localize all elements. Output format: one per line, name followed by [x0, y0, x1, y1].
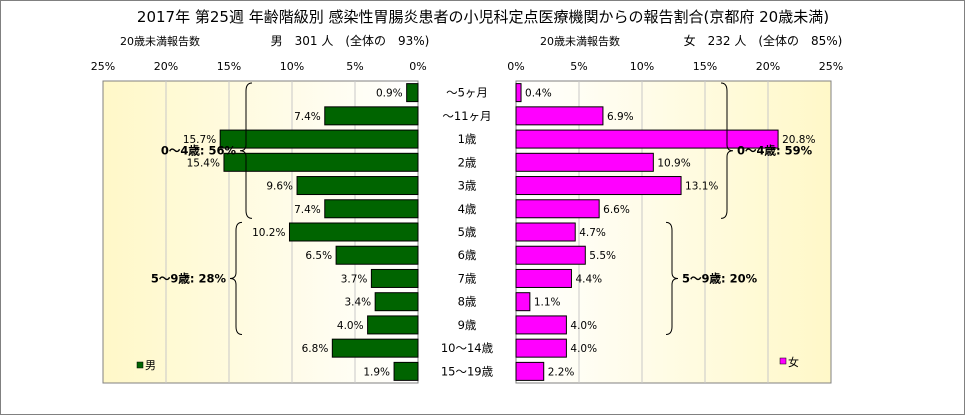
male-bar — [331, 338, 419, 358]
left-tick-label: 0% — [409, 60, 426, 73]
female-bar — [515, 268, 572, 288]
right-tick-label: 15% — [693, 60, 717, 73]
female-data-label: 4.0% — [570, 343, 597, 355]
right-tick-label: 25% — [819, 60, 843, 73]
left-tick-label: 15% — [217, 60, 241, 73]
male-bar — [335, 245, 419, 265]
female-data-label: 4.4% — [575, 273, 602, 285]
chart-title: 2017年 第25週 年齢階級別 感染性胃腸炎患者の小児科定点医療機関からの報告… — [137, 8, 829, 26]
male-data-label: 4.0% — [337, 320, 364, 332]
male-bar — [223, 152, 419, 172]
female-data-label: 5.5% — [589, 250, 616, 262]
female-bracket-0-4 — [720, 82, 734, 219]
male-bar — [324, 199, 419, 219]
female-data-label: 4.0% — [570, 320, 597, 332]
male-legend-swatch — [136, 361, 144, 369]
category-label: ～11ヶ月 — [442, 109, 491, 123]
right-header: 女 232 人 (全体の 85%) — [684, 33, 843, 48]
female-bar — [515, 245, 586, 265]
male-bar — [370, 268, 419, 288]
female-legend-label: 女 — [788, 355, 799, 369]
category-label: 10～14歳 — [441, 341, 494, 355]
male-bar — [367, 315, 419, 335]
male-data-label: 6.8% — [302, 343, 329, 355]
male-data-label: 15.7% — [183, 134, 216, 146]
left-tick-label: 5% — [346, 60, 363, 73]
female-legend-swatch — [779, 357, 787, 365]
female-bar — [515, 152, 654, 172]
left-tick-label: 25% — [91, 60, 115, 73]
female-data-label: 2.2% — [548, 366, 575, 378]
category-label: 4歳 — [458, 202, 477, 216]
male-bar — [288, 222, 419, 242]
male-bar — [296, 176, 419, 196]
female-bar — [515, 129, 779, 149]
category-label: 2歳 — [458, 155, 477, 169]
category-label: 3歳 — [458, 179, 477, 193]
female-bar — [515, 199, 600, 219]
right-subheader: 20歳未満報告数 — [540, 35, 620, 48]
category-label: 6歳 — [458, 248, 477, 262]
right-tick-label: 20% — [756, 60, 780, 73]
female-bracket-0-4-label: 0～4歳: 59% — [737, 144, 813, 158]
male-data-label: 1.9% — [363, 366, 390, 378]
category-label: ～5ヶ月 — [446, 86, 488, 100]
left-tick-label: 20% — [154, 60, 178, 73]
category-label: 15～19歳 — [441, 364, 494, 378]
female-data-label: 6.9% — [607, 111, 634, 123]
male-bar — [406, 83, 419, 103]
female-bracket-5-9 — [665, 221, 679, 336]
male-data-label: 0.9% — [376, 88, 403, 100]
female-data-label: 20.8% — [782, 134, 815, 146]
female-bracket-5-9-label: 5～9歳: 20% — [682, 271, 758, 285]
right-tick-label: 0% — [507, 60, 524, 73]
female-data-label: 13.1% — [685, 181, 718, 193]
male-bracket-0-4-label: 0～4歳: 56% — [161, 144, 237, 158]
female-bar — [515, 338, 567, 358]
male-bracket-5-9-label: 5～9歳: 28% — [151, 271, 227, 285]
female-bar — [515, 292, 531, 312]
male-data-label: 15.4% — [187, 157, 220, 169]
female-bar — [515, 361, 545, 381]
male-legend-label: 男 — [145, 359, 156, 372]
left-tick-label: 10% — [280, 60, 304, 73]
male-data-label: 9.6% — [266, 181, 293, 193]
female-bar — [515, 315, 567, 335]
female-bar — [515, 176, 682, 196]
male-data-label: 3.7% — [341, 273, 368, 285]
left-header: 男 301 人 (全体の 93%) — [271, 33, 430, 48]
male-data-label: 3.4% — [344, 297, 371, 309]
male-data-label: 6.5% — [305, 250, 332, 262]
male-data-label: 10.2% — [252, 227, 285, 239]
left-subheader: 20歳未満報告数 — [120, 35, 200, 48]
category-label: 1歳 — [458, 132, 477, 146]
right-tick-label: 10% — [630, 60, 654, 73]
category-label: 7歳 — [458, 271, 477, 285]
female-data-label: 1.1% — [534, 297, 561, 309]
male-bracket-5-9 — [229, 221, 243, 336]
category-label: 5歳 — [458, 225, 477, 239]
female-data-label: 4.7% — [579, 227, 606, 239]
male-bar — [219, 129, 419, 149]
female-data-label: 6.6% — [603, 204, 630, 216]
category-label: 9歳 — [458, 318, 477, 332]
female-bar — [515, 222, 576, 242]
male-bar — [393, 361, 419, 381]
male-bracket-0-4 — [239, 82, 253, 219]
female-bar — [515, 83, 522, 103]
male-data-label: 7.4% — [294, 111, 321, 123]
female-bar — [515, 106, 604, 126]
female-data-label: 10.9% — [657, 157, 690, 169]
right-tick-label: 5% — [570, 60, 587, 73]
female-data-label: 0.4% — [525, 88, 552, 100]
male-bar — [324, 106, 419, 126]
category-label: 8歳 — [458, 295, 477, 309]
male-bar — [374, 292, 419, 312]
male-data-label: 7.4% — [294, 204, 321, 216]
